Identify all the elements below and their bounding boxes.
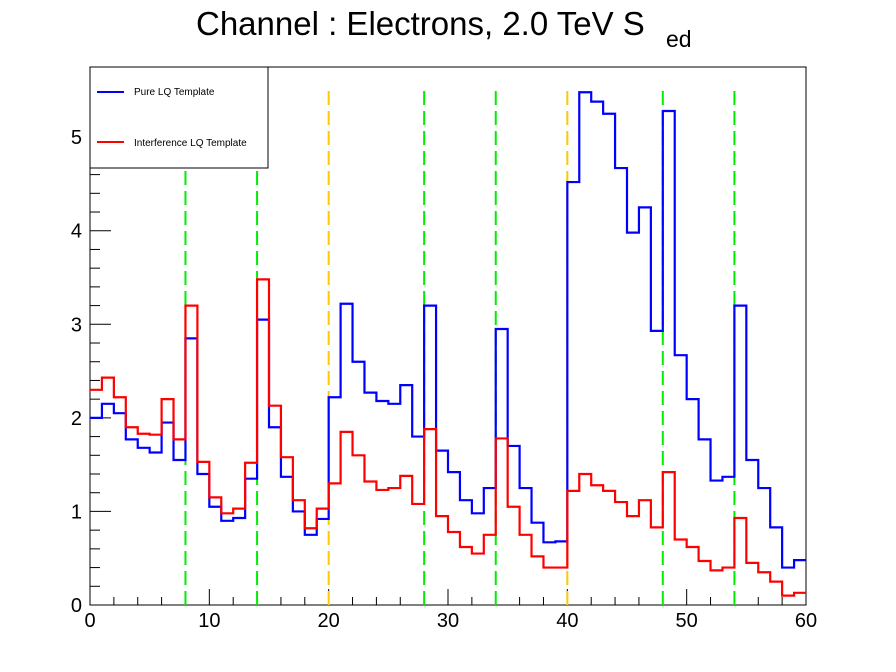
series-interference-lq bbox=[90, 278, 806, 597]
legend-label-interference: Interference LQ Template bbox=[134, 138, 247, 149]
x-tick-label: 30 bbox=[437, 610, 459, 632]
y-tick-label: 2 bbox=[71, 408, 82, 430]
legend-box bbox=[89, 66, 269, 169]
x-tick-label: 10 bbox=[198, 610, 220, 632]
x-tick-label: 50 bbox=[676, 610, 698, 632]
y-tick-label: 1 bbox=[71, 501, 82, 523]
x-tick-label: 20 bbox=[318, 610, 340, 632]
series-layer bbox=[90, 91, 806, 597]
plot-area: 0 10 20 30 40 50 60 0 1 2 3 4 5 bbox=[71, 66, 817, 632]
histogram-line bbox=[90, 91, 806, 569]
y-tick-label: 3 bbox=[71, 314, 82, 336]
histogram-line bbox=[90, 278, 806, 597]
legend: Pure LQ Template Interference LQ Templat… bbox=[89, 66, 269, 169]
series-pure-lq bbox=[90, 91, 806, 569]
chart-title-main: Channel : Electrons, 2.0 TeV S bbox=[196, 5, 645, 42]
y-tick-label: 4 bbox=[71, 221, 82, 243]
chart-title-subscript: ed bbox=[666, 26, 692, 52]
x-tick-label: 0 bbox=[84, 610, 95, 632]
legend-label-pure: Pure LQ Template bbox=[134, 87, 215, 98]
x-tick-label: 60 bbox=[795, 610, 817, 632]
y-tick-label: 5 bbox=[71, 127, 82, 149]
y-tick-label: 0 bbox=[71, 595, 82, 617]
axes: 0 10 20 30 40 50 60 0 1 2 3 4 5 bbox=[71, 80, 817, 632]
chart-title: Channel : Electrons, 2.0 TeV S ed bbox=[196, 5, 692, 52]
x-tick-label: 40 bbox=[556, 610, 578, 632]
